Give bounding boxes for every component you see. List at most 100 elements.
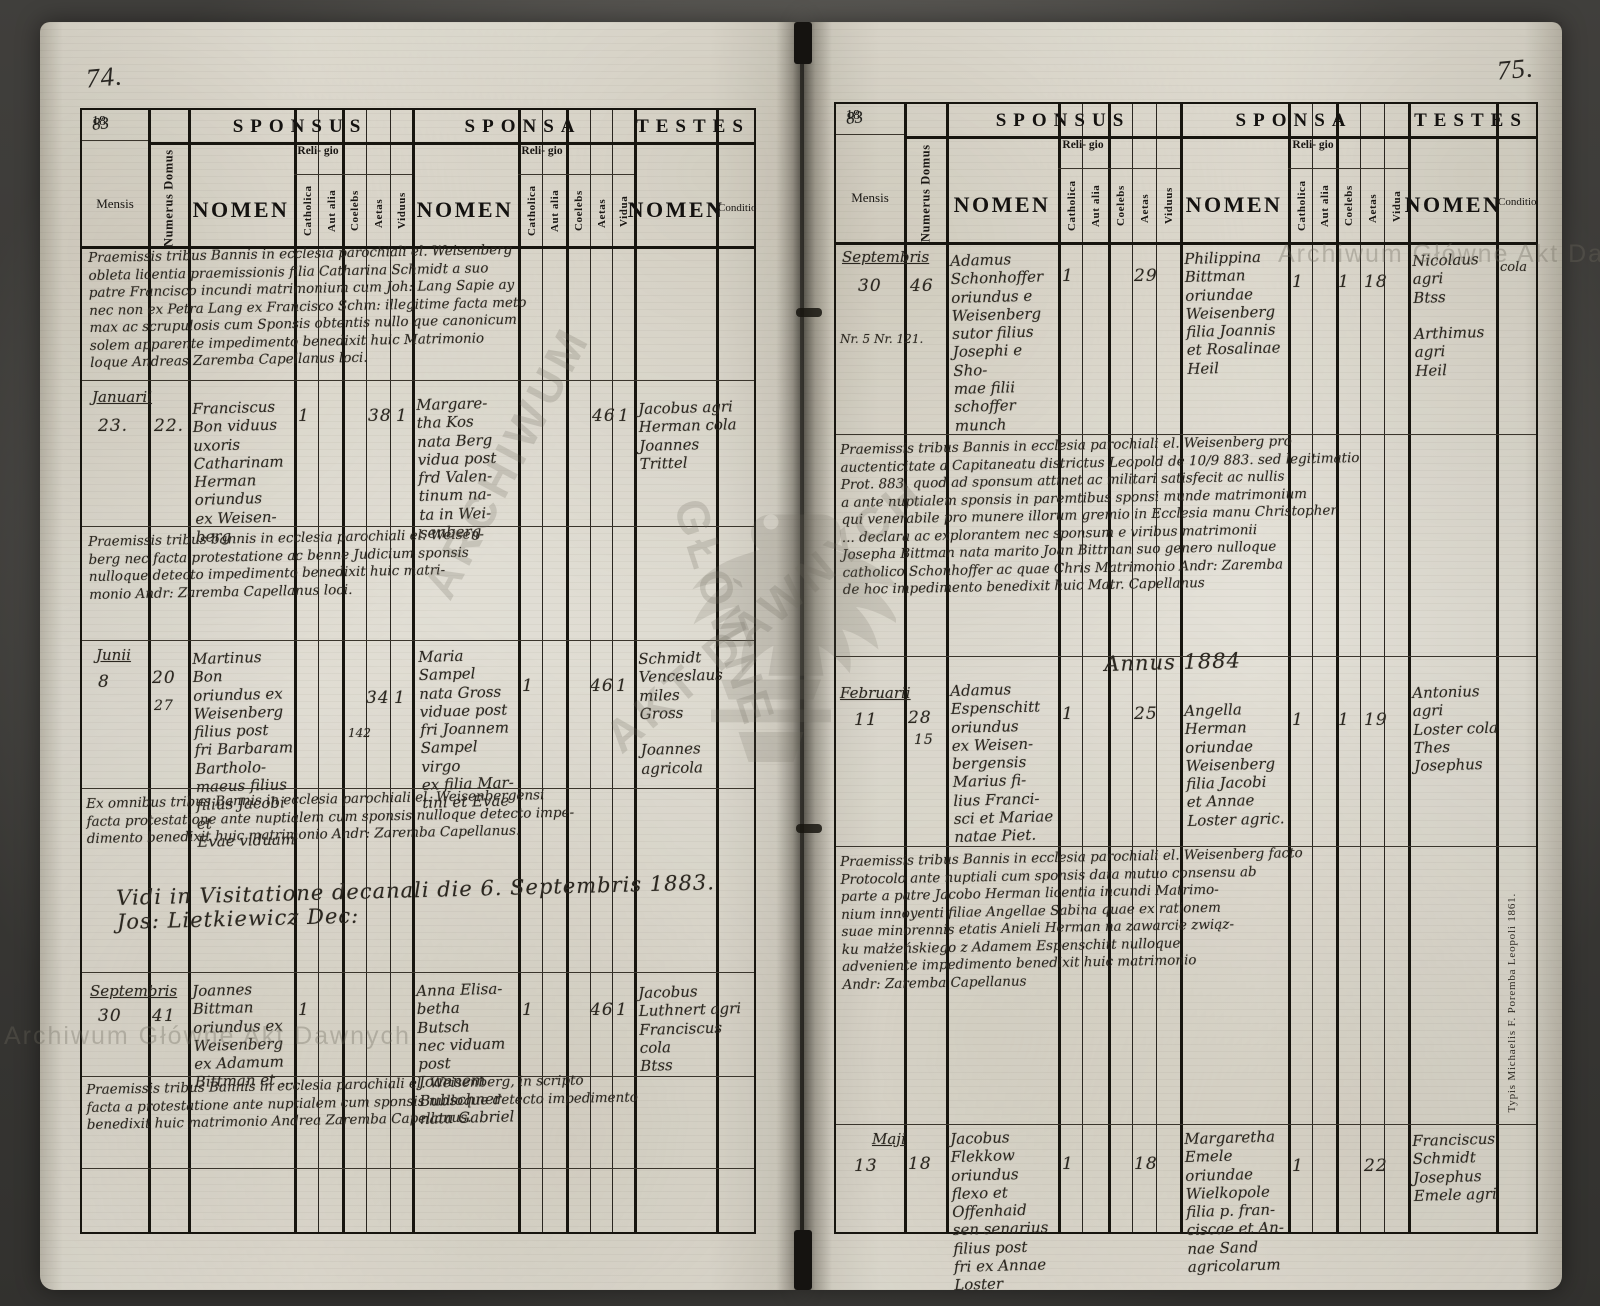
column-testes-nomen: NOMEN [1404, 192, 1502, 217]
entry-dies: 30 [858, 276, 882, 296]
entry-sponsus-catholica: 1 [1062, 266, 1074, 286]
column-sponsa-aetas: Aetas [596, 198, 608, 228]
entry-sponsus-name: Franciscus Bon viduus uxoris Catharinam … [192, 397, 284, 547]
entry-mensis: Maji [872, 1130, 906, 1148]
entry-sponsus-catholica: 1 [1062, 1154, 1074, 1174]
entry-sponsa-catholica: 1 [1292, 710, 1304, 730]
entry-sponsa-coelebs: 1 [1338, 272, 1350, 292]
column-sponsa-aut-alia: Aut alia [1319, 184, 1331, 228]
column-sponsus-nomen: NOMEN [953, 192, 1051, 217]
entry-domus: 20 [152, 668, 176, 688]
entry-domus-secondary: 15 [914, 732, 934, 748]
entry-sponsus-aetas: 38 [368, 406, 392, 426]
column-sponsa-coelebs: Coelebs [573, 190, 585, 232]
entry-domus: 28 [908, 708, 932, 728]
column-sponsa-religio: Reli- gio [521, 145, 563, 157]
entry-sponsus-catholica: 1 [298, 1000, 310, 1020]
group-title-testes: TESTES [1414, 110, 1528, 131]
printer-imprint: Typis Michaelis F. Poremba Leopoli 1861. [1506, 892, 1518, 1112]
entry-mensis: Junii [96, 646, 131, 664]
entry-sponsus-name: Joannes Bittman oriundus ex Weisenberg e… [192, 980, 295, 1092]
entry-sponsa-vidua: 1 [616, 1000, 628, 1020]
column-sponsus-viduus: Viduus [396, 192, 408, 230]
column-sponsa-catholica: Catholica [1296, 180, 1308, 232]
entry-domus-secondary: 27 [154, 698, 174, 714]
folio-number-right: 75. [1495, 52, 1536, 86]
binding-stitch [796, 824, 822, 833]
entry-sponsa-catholica: 1 [1292, 1156, 1304, 1176]
entry-sponsa-vidua: 1 [616, 676, 628, 696]
column-sponsus-aetas: Aetas [373, 198, 385, 228]
entry-sponsa-name: Anna Elisa- betha Butsch nec viduam post… [416, 979, 515, 1129]
column-sponsa-nomen: NOMEN [416, 197, 514, 222]
column-testes-nomen: NOMEN [627, 197, 725, 222]
entry-mensis: Februarii [840, 684, 911, 702]
column-sponsus-coelebs: Coelebs [349, 190, 361, 232]
column-mensis: Mensis [96, 196, 134, 211]
entry-dies: 8 [98, 672, 110, 692]
entry-sponsa-catholica: 1 [522, 1000, 534, 1020]
entry-sponsus-viduus: 1 [396, 406, 408, 426]
entry-sponsa-catholica: 1 [1292, 272, 1304, 292]
column-sponsa-aetas: Aetas [1367, 193, 1379, 223]
entry-testes: Franciscus Schmidt Josephus Emele agri [1412, 1129, 1498, 1205]
entry-testes: Jacobus Luthnert agri Franciscus cola Bt… [638, 982, 742, 1076]
entry-testes: Schmidt Venceslaus miles Gross Joannes a… [638, 648, 724, 778]
entry-sponsus-name: Adamus Espenschitt oriundus ex Weisen- b… [950, 680, 1054, 847]
binding-stitch [796, 308, 822, 317]
column-sponsa-coelebs: Coelebs [1343, 185, 1355, 227]
open-book: 74. 75. SPONSUS [4, 22, 1600, 1294]
column-mensis: Mensis [851, 190, 889, 205]
column-sponsa-aut-alia: Aut alia [549, 189, 561, 233]
group-title-sponsa: SPONSA [1235, 110, 1353, 131]
group-title-sponsus: SPONSUS [995, 110, 1131, 131]
column-sponsa-nomen: NOMEN [1185, 192, 1283, 217]
entry-mensis: Januarii [92, 388, 152, 406]
entry-dies: 13 [854, 1156, 878, 1176]
entry-domus: 41 [152, 1006, 176, 1026]
year-banner: Annus 1884 [1104, 648, 1242, 676]
entry-domus: 46 [910, 276, 934, 296]
column-sponsus-catholica: Catholica [302, 185, 314, 237]
column-sponsus-nomen: NOMEN [192, 197, 290, 222]
column-sponsus-religio: Reli- gio [1062, 139, 1104, 151]
register-table-right: SPONSUS SPONSA TESTES 18 83 Mensis Numer… [834, 102, 1538, 1294]
group-title-sponsus: SPONSUS [232, 116, 368, 137]
column-conditio: Conditio [718, 202, 757, 214]
entry-testes: Antonius agri Loster cola Thes Josephus [1412, 682, 1499, 776]
entry-testes: Nicolaus agri Btss Arthimus agri Heil [1412, 250, 1485, 380]
column-sponsus-religio: Reli- gio [297, 145, 339, 157]
entry-dies: 30 [98, 1006, 122, 1026]
entry-dies: 11 [854, 710, 878, 730]
entry-sponsus-aetas: 18 [1134, 1154, 1158, 1174]
entry-sponsus-aetas: 25 [1134, 704, 1158, 724]
year-prefix: 18 [846, 108, 860, 123]
column-sponsus-viduus: Viduus [1163, 187, 1175, 225]
entry-sponsus-catholica: 1 [1062, 704, 1074, 724]
entry-sponsa-name: Angella Herman oriundae Weisenberg filia… [1184, 700, 1285, 830]
entry-conditio: cola [1500, 260, 1528, 275]
entry-dies: 23. [98, 416, 129, 436]
spine-band-top [794, 22, 812, 64]
entry-sponsa-vidua: 1 [618, 406, 630, 426]
entry-mensis: Septembris [842, 248, 930, 266]
column-conditio: Conditio [1498, 196, 1537, 208]
entry-note: Ex omnibus tribus Bannis in ecclesia par… [86, 787, 575, 848]
group-title-testes: TESTES [636, 116, 750, 137]
entry-sponsa-name: Margare- tha Kos nata Berg vidua post fr… [416, 394, 497, 543]
entry-sponsus-note: 142 [348, 726, 371, 740]
entry-sponsus-catholica: 1 [298, 406, 310, 426]
entry-sponsus-aetas: 34 [366, 688, 390, 708]
entry-sponsa-aetas: 46 [590, 676, 614, 696]
entry-sponsa-name: Philippina Bittman oriundae Weisenberg f… [1184, 247, 1281, 378]
spine-band-bottom [794, 1230, 812, 1290]
entry-domus: 22. [154, 416, 185, 436]
column-sponsa-catholica: Catholica [526, 185, 538, 237]
entry-testes: Jacobus agri Herman cola Joannes Trittel [638, 397, 737, 473]
entry-sponsus-coelebs: 1 [394, 688, 406, 708]
column-numerus-domus: Numerus Domus [161, 149, 176, 247]
column-numerus-domus: Numerus Domus [918, 144, 933, 242]
column-sponsa-religio: Reli- gio [1292, 139, 1334, 151]
entry-sponsa-catholica: 1 [522, 676, 534, 696]
